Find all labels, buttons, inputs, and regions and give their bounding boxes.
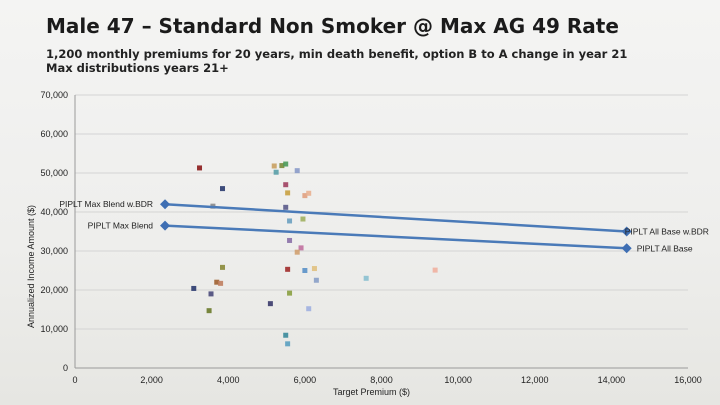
scatter-point — [197, 165, 203, 171]
x-tick-label: 16,000 — [674, 375, 702, 385]
series-marker — [621, 243, 632, 254]
scatter-point — [191, 285, 197, 291]
series-lines — [160, 199, 632, 254]
series-label: PIPLT Max Blend w.BDR — [59, 199, 153, 209]
series-marker — [621, 226, 632, 237]
y-tick-label: 30,000 — [40, 246, 68, 256]
x-tick-label: 14,000 — [598, 375, 626, 385]
series-label: PIPLT All Base w.BDR — [625, 227, 709, 237]
scatter-point — [287, 290, 293, 296]
scatter-points — [191, 161, 438, 347]
series-line — [164, 202, 627, 233]
scatter-point — [220, 264, 226, 270]
scatter-point — [206, 308, 212, 314]
grid-lines — [75, 94, 688, 330]
scatter-point — [218, 280, 224, 286]
scatter-point — [283, 332, 289, 338]
scatter-point — [294, 249, 300, 255]
axes — [74, 95, 688, 369]
x-tick-label: 0 — [72, 375, 77, 385]
scatter-point — [283, 161, 289, 167]
scatter-point — [220, 186, 226, 192]
x-tick-label: 4,000 — [217, 375, 240, 385]
chart-subtitle: 1,200 monthly premiums for 20 years, min… — [46, 47, 686, 75]
y-tick-label: 20,000 — [40, 285, 68, 295]
scatter-point — [306, 190, 312, 196]
scatter-point — [363, 275, 369, 281]
series-label: PIPLT All Base — [637, 243, 693, 253]
scatter-point — [300, 216, 306, 222]
x-tick-label: 12,000 — [521, 375, 549, 385]
x-tick-label: 6,000 — [294, 375, 317, 385]
y-tick-label: 0 — [63, 363, 68, 373]
scatter-point — [287, 237, 293, 243]
scatter-point — [311, 266, 317, 272]
scatter-point — [283, 182, 289, 188]
x-tick-label: 10,000 — [444, 375, 472, 385]
scatter-point — [287, 218, 293, 224]
y-tick-label: 60,000 — [40, 129, 68, 139]
x-tick-label: 8,000 — [370, 375, 393, 385]
scatter-point — [279, 163, 285, 169]
series-marker — [160, 199, 171, 210]
x-axis-title: Target Premium ($) — [333, 387, 410, 397]
scatter-point — [306, 306, 312, 312]
series-labels: PIPLT Max Blend w.BDR PIPLT Max Blend PIPL… — [59, 199, 709, 253]
x-tick-label: 2,000 — [140, 375, 163, 385]
series-label: PIPLT Max Blend — [88, 221, 154, 231]
scatter-point — [208, 291, 214, 297]
subtitle-line-1: 1,200 monthly premiums for 20 years, min… — [46, 47, 628, 61]
series-line — [164, 224, 627, 250]
scatter-point — [271, 163, 277, 169]
scatter-point — [285, 266, 291, 272]
scatter-point — [298, 245, 304, 251]
chart-title: Male 47 – Standard Non Smoker @ Max AG 4… — [46, 14, 619, 38]
scatter-point — [432, 267, 438, 273]
scatter-point — [302, 193, 308, 199]
scatter-point — [273, 169, 279, 175]
series-marker — [160, 220, 171, 231]
y-tick-label: 10,000 — [40, 324, 68, 334]
scatter-point — [294, 168, 300, 174]
y-tick-label: 40,000 — [40, 207, 68, 217]
scatter-point — [302, 268, 308, 273]
y-tick-label: 50,000 — [40, 168, 68, 178]
scatter-point — [283, 204, 289, 210]
y-tick-label: 70,000 — [40, 90, 68, 100]
tick-labels: 0 10,000 20,000 30,000 40,000 50,000 60,000 70,… — [40, 90, 701, 385]
y-axis-title: Annualized Income Amount ($) — [26, 205, 36, 328]
subtitle-line-2: Max distributions years 21+ — [46, 61, 229, 75]
scatter-point — [285, 190, 291, 196]
scatter-point — [285, 341, 291, 347]
scatter-point — [313, 277, 319, 283]
scatter-point — [267, 301, 273, 307]
scatter-point — [214, 279, 220, 285]
